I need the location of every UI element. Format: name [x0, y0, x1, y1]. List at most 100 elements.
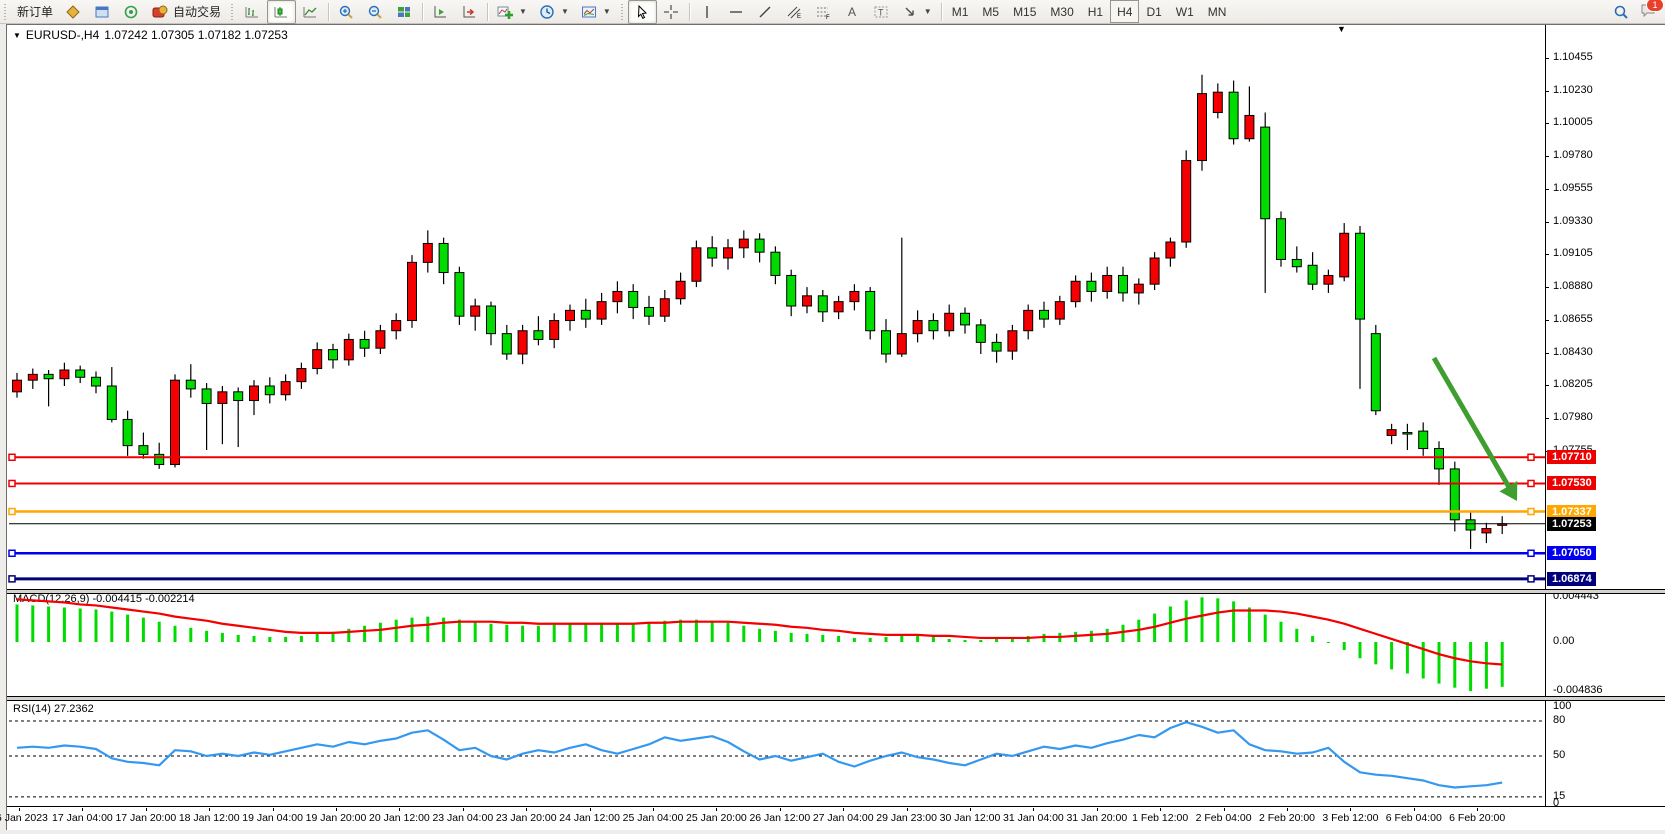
- zoom-in-button[interactable]: [332, 0, 361, 24]
- navigator-button[interactable]: [88, 0, 117, 24]
- arrows-icon: [902, 4, 919, 20]
- text-label-button[interactable]: T: [867, 0, 896, 24]
- autotrading-label: 自动交易: [173, 5, 222, 19]
- line-handle[interactable]: [8, 479, 16, 488]
- toolbar-grip[interactable]: [230, 3, 236, 20]
- time-axis-label: 29 Jan 23:00: [876, 812, 937, 824]
- bar-chart-button[interactable]: [238, 0, 267, 24]
- autotrading-button[interactable]: 自动交易: [146, 0, 227, 24]
- timeframe-d1-button[interactable]: D1: [1146, 4, 1162, 19]
- timeframe-m30-button[interactable]: M30: [1050, 4, 1074, 19]
- add-indicator-button[interactable]: ▼: [491, 0, 533, 24]
- candlestick-chart-button[interactable]: [267, 0, 297, 24]
- line-handle[interactable]: [1527, 479, 1535, 488]
- candle-body: [1181, 160, 1192, 243]
- line-handle[interactable]: [8, 549, 16, 558]
- periods-button[interactable]: ▼: [533, 0, 575, 24]
- level-price-tag: 1.07337: [1547, 504, 1596, 519]
- macd-histogram-bar: [473, 621, 477, 642]
- tile-windows-button[interactable]: [390, 0, 419, 24]
- macd-histogram-bar: [1390, 642, 1394, 670]
- candle-body: [91, 376, 101, 387]
- equidistant-channel-button[interactable]: E: [780, 0, 809, 24]
- line-handle[interactable]: [1527, 453, 1535, 462]
- horizontal-line-button[interactable]: [722, 0, 751, 24]
- vertical-line-button[interactable]: [693, 0, 722, 24]
- fibonacci-button[interactable]: F: [809, 0, 838, 24]
- trend-arrow[interactable]: [1431, 356, 1518, 501]
- candle-body: [1449, 468, 1460, 521]
- line-handle[interactable]: [1527, 549, 1535, 558]
- price-tick-mark: [1545, 418, 1549, 420]
- candle-body: [1023, 309, 1034, 332]
- rsi-tick-label: 0: [1553, 797, 1560, 809]
- level-price-tag: 1.06874: [1547, 571, 1596, 586]
- chart-shift-button[interactable]: [426, 0, 455, 24]
- chart-shift-marker[interactable]: ▼: [1337, 24, 1346, 34]
- macd-histogram-bar: [1453, 642, 1457, 688]
- time-tick-mark: [1477, 808, 1479, 811]
- zoom-out-button[interactable]: [361, 0, 390, 24]
- toolbar-grip[interactable]: [3, 3, 8, 20]
- candle-body: [659, 298, 670, 317]
- macd-histogram-bar: [268, 636, 272, 642]
- candle-body: [912, 320, 923, 335]
- toolbar-separator: [422, 2, 424, 21]
- macd-panel-splitter[interactable]: [7, 589, 1665, 594]
- candle-body: [596, 301, 607, 320]
- trendline-button[interactable]: [751, 0, 780, 24]
- autoscroll-button[interactable]: [455, 0, 484, 24]
- symbol-dropdown-icon[interactable]: ▼: [13, 30, 21, 40]
- signals-button[interactable]: [117, 0, 146, 24]
- candle-body: [1307, 264, 1318, 285]
- equidistant-channel-icon: E: [786, 4, 803, 20]
- time-tick-mark: [526, 808, 528, 811]
- level-price-tag: 1.07050: [1547, 546, 1596, 561]
- line-handle[interactable]: [8, 507, 16, 516]
- macd-histogram-bar: [78, 608, 82, 642]
- templates-button[interactable]: ▼: [575, 0, 617, 24]
- text-button[interactable]: A: [838, 0, 867, 24]
- arrows-button[interactable]: ▼: [896, 0, 938, 24]
- line-handle[interactable]: [1527, 507, 1535, 516]
- new-order-button[interactable]: 新订单: [11, 0, 59, 24]
- cursor-button[interactable]: [627, 0, 657, 24]
- candle-body: [628, 290, 639, 308]
- time-axis-label: 19 Jan 04:00: [242, 812, 303, 824]
- rsi-panel-splitter[interactable]: [7, 696, 1665, 701]
- macd-histogram-bar: [995, 638, 999, 642]
- macd-histogram-bar: [110, 611, 114, 642]
- vertical-line-icon: [699, 4, 716, 20]
- line-handle[interactable]: [8, 453, 16, 462]
- line-chart-button[interactable]: [296, 0, 325, 24]
- candle-body: [501, 333, 512, 355]
- chart-canvas[interactable]: [7, 25, 1665, 831]
- macd-histogram-bar: [979, 639, 983, 642]
- svg-text:A: A: [848, 5, 856, 19]
- time-axis-label: 17 Jan 04:00: [52, 812, 113, 824]
- timeframe-m5-button[interactable]: M5: [982, 4, 1000, 19]
- timeframe-w1-button[interactable]: W1: [1175, 4, 1194, 19]
- toolbar-grip[interactable]: [619, 3, 625, 20]
- time-tick-mark: [1413, 808, 1415, 811]
- candle-body: [27, 373, 38, 381]
- macd-histogram-bar: [1216, 598, 1220, 642]
- notifications-button[interactable]: 1: [1640, 0, 1664, 21]
- crosshair-button[interactable]: [657, 0, 686, 24]
- timeframe-mn-button[interactable]: MN: [1207, 4, 1227, 19]
- line-handle[interactable]: [8, 575, 16, 583]
- line-handle[interactable]: [1527, 575, 1535, 583]
- chart-window[interactable]: ▼ EURUSD-,H4 1.07242 1.07305 1.07182 1.0…: [0, 24, 1665, 831]
- time-tick-mark: [589, 808, 591, 811]
- search-icon[interactable]: [1613, 4, 1630, 20]
- timeframe-m1-button[interactable]: M1: [951, 4, 969, 19]
- candle-body: [1149, 257, 1160, 285]
- add-indicator-icon: [497, 4, 514, 20]
- market-watch-button[interactable]: [59, 0, 88, 24]
- timeframe-h1-button[interactable]: H1: [1087, 4, 1104, 19]
- macd-histogram-bar: [584, 622, 588, 642]
- timeframe-h4-button[interactable]: H4: [1110, 0, 1140, 23]
- candle-body: [707, 247, 718, 259]
- timeframe-m15-button[interactable]: M15: [1013, 4, 1037, 19]
